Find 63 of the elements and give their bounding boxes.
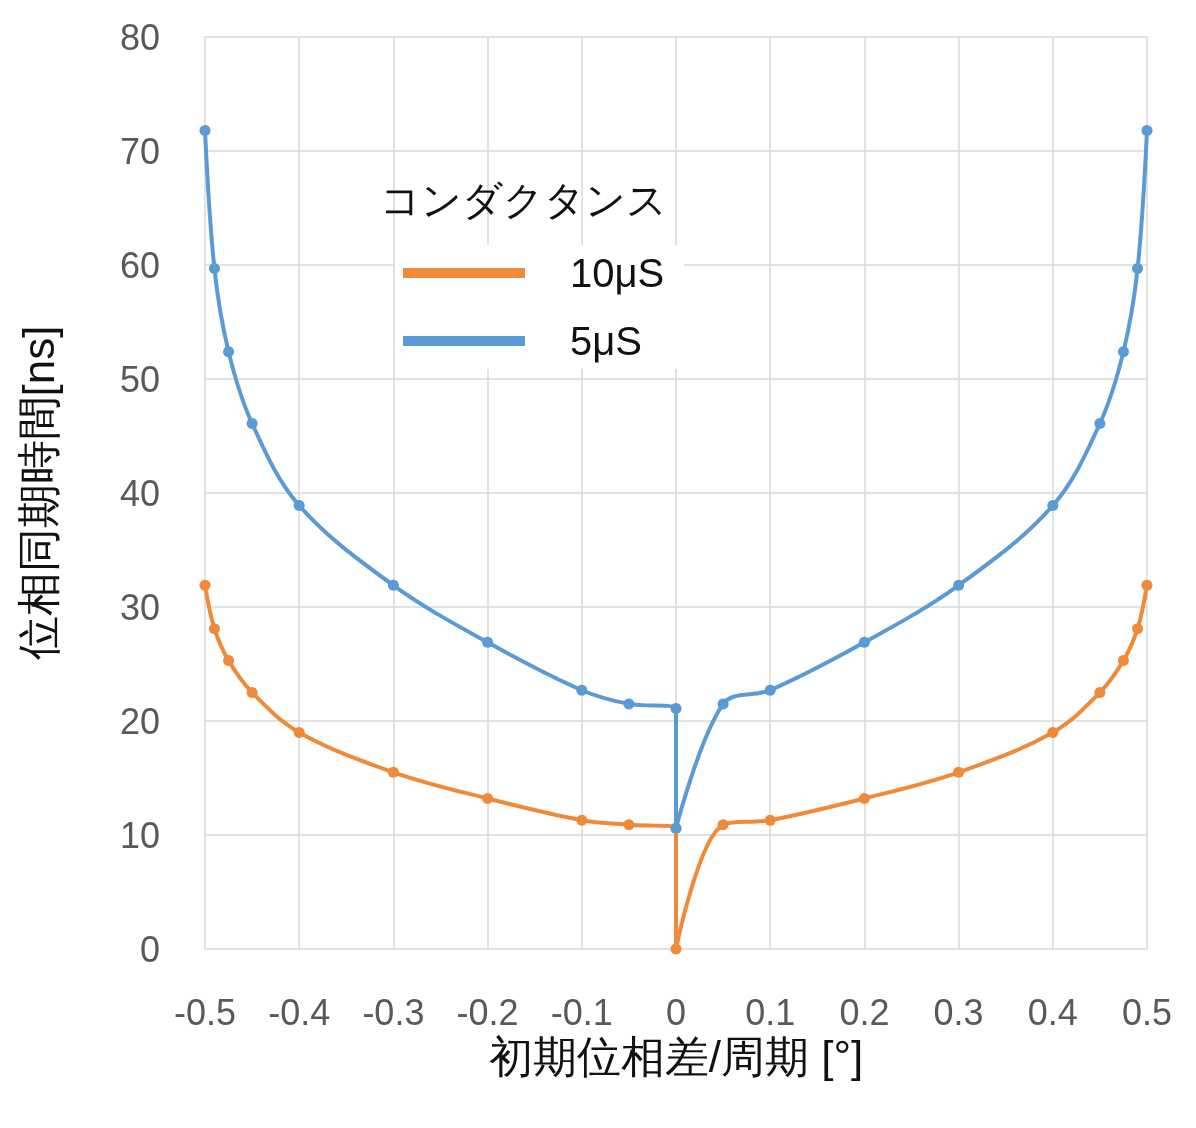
legend-title: コンダクタンス xyxy=(380,178,667,222)
point xyxy=(1141,124,1153,136)
x-tick-label: 0.5 xyxy=(1121,991,1173,1033)
point xyxy=(208,623,220,635)
point xyxy=(670,943,682,955)
point xyxy=(387,579,399,591)
point xyxy=(482,636,494,648)
point xyxy=(246,687,258,698)
point xyxy=(246,417,258,429)
point xyxy=(670,702,682,714)
point xyxy=(858,636,870,648)
x-tick-label: -0.5 xyxy=(173,991,237,1033)
point xyxy=(764,814,776,826)
point xyxy=(717,819,729,831)
point xyxy=(764,684,776,696)
x-tick-label: -0.2 xyxy=(456,991,519,1033)
x-tick-label: -0.3 xyxy=(362,991,425,1033)
point xyxy=(1117,346,1129,358)
point xyxy=(1132,262,1144,274)
legend-label: 5μS xyxy=(570,319,642,363)
x-tick-label: 0.4 xyxy=(1027,991,1078,1033)
x-tick-label: 0.2 xyxy=(839,991,890,1033)
point xyxy=(858,793,870,805)
point xyxy=(223,346,235,358)
x-tick-label: 0 xyxy=(665,991,687,1033)
point xyxy=(208,262,220,274)
point xyxy=(717,698,729,710)
y-tick-label: 40 xyxy=(119,472,160,514)
y-axis-title: 位相同期時間[ns] xyxy=(13,325,63,661)
point xyxy=(199,124,211,136)
point xyxy=(482,793,494,805)
y-tick-label: 50 xyxy=(119,358,160,400)
y-tick-label: 10 xyxy=(119,814,160,856)
y-tick-label: 80 xyxy=(119,16,160,58)
x-tick-label: -0.4 xyxy=(268,991,331,1033)
point xyxy=(623,819,635,831)
point xyxy=(576,814,588,826)
point xyxy=(1132,623,1144,635)
point xyxy=(199,579,211,591)
x-tick-label: 0.1 xyxy=(745,991,796,1033)
point xyxy=(1047,500,1059,512)
point xyxy=(576,684,588,696)
point xyxy=(623,698,635,710)
point xyxy=(387,766,399,778)
y-tick-label: 60 xyxy=(119,244,160,286)
point xyxy=(223,655,235,667)
point xyxy=(1047,726,1059,738)
y-tick-label: 70 xyxy=(119,130,160,172)
legend-label: 10μS xyxy=(570,251,665,295)
point xyxy=(1117,655,1129,667)
x-axis-title: 初期位相差/周期 [°] xyxy=(488,1032,864,1082)
point xyxy=(1141,579,1153,591)
x-tick-label: 0.3 xyxy=(933,991,984,1033)
x-tick-label: -0.1 xyxy=(550,991,613,1033)
y-tick-label: 30 xyxy=(119,586,160,628)
point xyxy=(293,726,305,738)
point xyxy=(1094,687,1106,698)
point xyxy=(953,579,965,591)
point xyxy=(293,500,305,512)
point xyxy=(1094,417,1106,429)
y-tick-label: 20 xyxy=(119,700,160,742)
point xyxy=(953,766,965,778)
y-tick-label: 0 xyxy=(139,928,160,970)
